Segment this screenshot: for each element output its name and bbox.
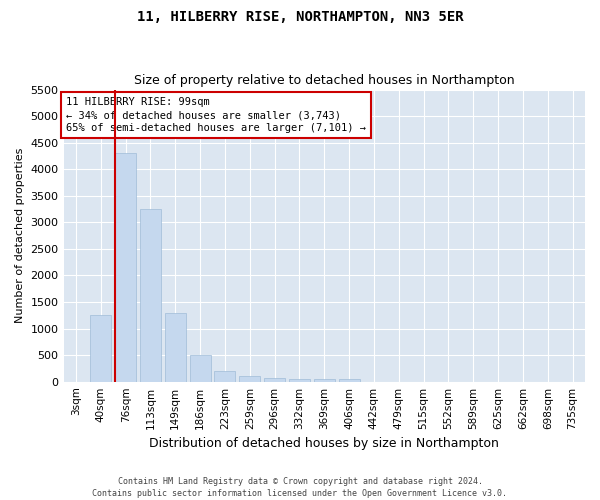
- Text: 11 HILBERRY RISE: 99sqm
← 34% of detached houses are smaller (3,743)
65% of semi: 11 HILBERRY RISE: 99sqm ← 34% of detache…: [66, 97, 366, 134]
- Bar: [264, 378, 285, 382]
- Title: Size of property relative to detached houses in Northampton: Size of property relative to detached ho…: [134, 74, 515, 87]
- Bar: [289, 379, 310, 382]
- Y-axis label: Number of detached properties: Number of detached properties: [15, 148, 25, 324]
- Bar: [338, 379, 359, 382]
- Text: Contains HM Land Registry data © Crown copyright and database right 2024.
Contai: Contains HM Land Registry data © Crown c…: [92, 476, 508, 498]
- Bar: [165, 312, 186, 382]
- Bar: [140, 209, 161, 382]
- X-axis label: Distribution of detached houses by size in Northampton: Distribution of detached houses by size …: [149, 437, 499, 450]
- Bar: [239, 376, 260, 382]
- Bar: [214, 371, 235, 382]
- Text: 11, HILBERRY RISE, NORTHAMPTON, NN3 5ER: 11, HILBERRY RISE, NORTHAMPTON, NN3 5ER: [137, 10, 463, 24]
- Bar: [190, 355, 211, 382]
- Bar: [115, 154, 136, 382]
- Bar: [314, 379, 335, 382]
- Bar: [90, 316, 112, 382]
